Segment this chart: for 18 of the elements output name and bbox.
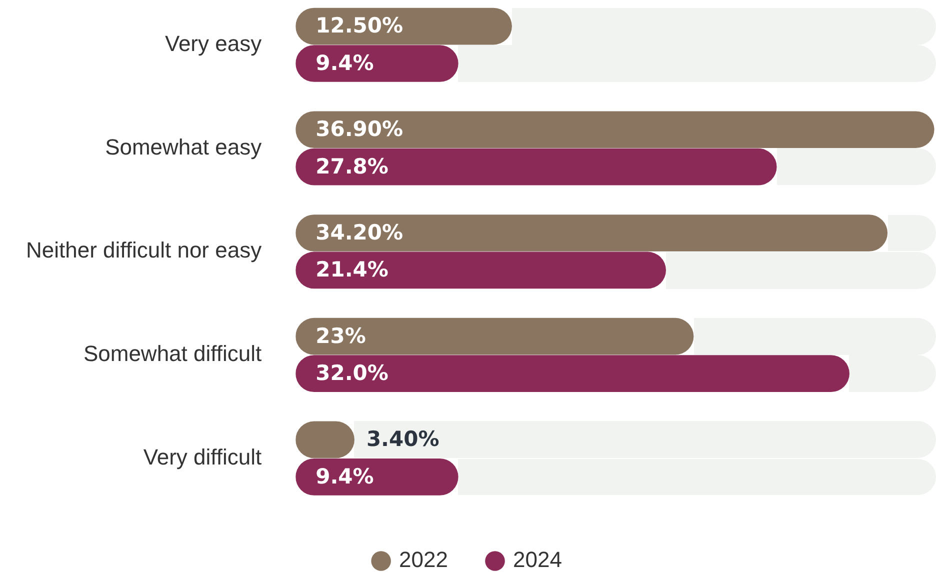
data-label: 36.90%	[316, 117, 404, 142]
data-label: 12.50%	[316, 14, 404, 38]
data-label: 3.40%	[366, 427, 440, 452]
y-tick-label: Neither difficult nor easy	[26, 238, 262, 263]
data-label: 32.0%	[316, 361, 388, 386]
data-label: 34.20%	[316, 220, 404, 244]
bar	[296, 111, 934, 148]
legend-label: 2022	[399, 547, 448, 572]
y-tick-label: Very easy	[164, 30, 262, 56]
data-label: 23%	[316, 324, 366, 348]
data-label: 9.4%	[316, 464, 374, 488]
y-tick-label: Very difficult	[143, 444, 262, 470]
data-label: 9.4%	[316, 50, 374, 75]
legend-label: 2024	[513, 547, 562, 572]
data-label: 21.4%	[316, 258, 388, 282]
y-tick-label: Somewhat easy	[105, 134, 262, 160]
y-tick-label: Somewhat difficult	[83, 341, 262, 366]
data-label: 27.8%	[316, 154, 388, 178]
